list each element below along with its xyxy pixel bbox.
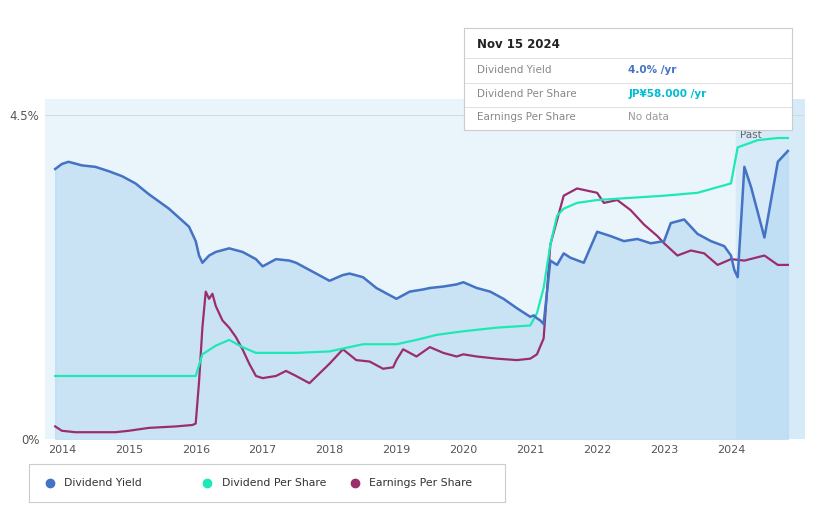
Text: Earnings Per Share: Earnings Per Share	[369, 478, 472, 488]
Text: Past: Past	[740, 130, 761, 140]
Text: Dividend Yield: Dividend Yield	[477, 65, 552, 75]
Text: No data: No data	[628, 112, 669, 122]
Text: Dividend Per Share: Dividend Per Share	[222, 478, 326, 488]
Text: JP¥58.000 /yr: JP¥58.000 /yr	[628, 89, 706, 100]
Text: 4.0% /yr: 4.0% /yr	[628, 65, 677, 75]
Bar	[736, 99, 805, 439]
Text: Earnings Per Share: Earnings Per Share	[477, 112, 576, 122]
Text: Nov 15 2024: Nov 15 2024	[477, 38, 560, 51]
Text: Dividend Per Share: Dividend Per Share	[477, 89, 576, 100]
Text: Dividend Yield: Dividend Yield	[65, 478, 142, 488]
